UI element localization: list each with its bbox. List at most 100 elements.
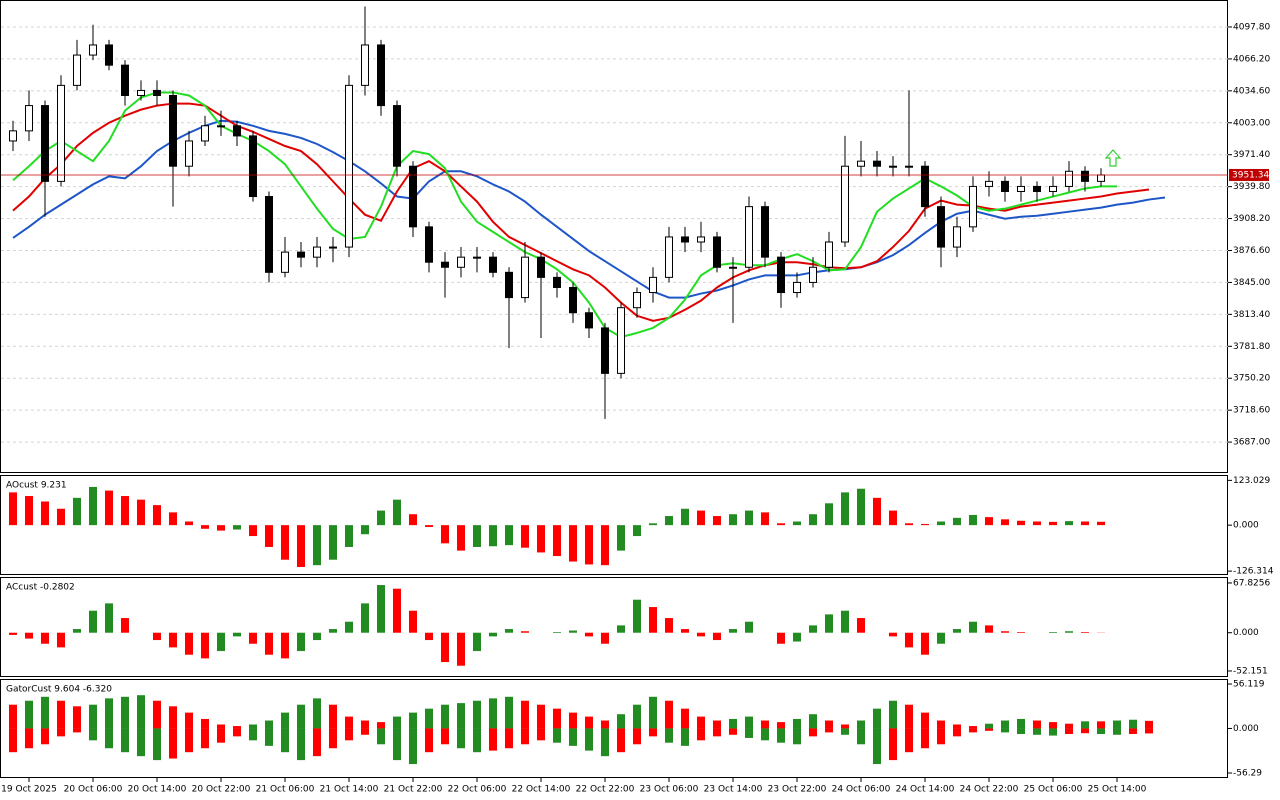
gator-bar bbox=[665, 728, 673, 743]
histogram-bar bbox=[729, 629, 737, 633]
gator-bar bbox=[505, 728, 513, 749]
gator-bar bbox=[889, 728, 897, 761]
gator-bar bbox=[569, 712, 577, 729]
histogram-bar bbox=[793, 521, 801, 526]
y-tick-label: 0.000 bbox=[1233, 724, 1259, 734]
y-tick-label: 0.000 bbox=[1233, 521, 1259, 531]
gator-bar bbox=[857, 728, 865, 745]
histogram-bar bbox=[681, 629, 689, 633]
gator-bar bbox=[361, 720, 369, 729]
y-tick-label: 3939.80 bbox=[1233, 182, 1270, 192]
histogram-bar bbox=[889, 632, 897, 637]
gator-bar bbox=[9, 728, 17, 753]
histogram-bar bbox=[25, 496, 33, 526]
gator-bar bbox=[1129, 719, 1137, 729]
main-frame bbox=[0, 0, 1228, 473]
gator-bar bbox=[729, 718, 737, 729]
histogram-bar bbox=[297, 525, 305, 567]
gator-bar bbox=[121, 696, 129, 729]
histogram-bar bbox=[985, 625, 993, 633]
gator-bar bbox=[105, 698, 113, 729]
gator-bar bbox=[729, 728, 737, 735]
y-tick-label: -52.151 bbox=[1233, 666, 1268, 676]
gator-bar bbox=[1049, 722, 1057, 729]
gator-bar bbox=[953, 728, 961, 737]
gator-bar bbox=[217, 724, 225, 729]
gator-bar bbox=[489, 728, 497, 751]
gator-bar bbox=[233, 726, 241, 729]
y-tick-label: 3813.40 bbox=[1233, 310, 1270, 320]
gator-bar bbox=[873, 728, 881, 765]
histogram-bar bbox=[745, 510, 753, 526]
gator-bar bbox=[457, 703, 465, 729]
gator-bar bbox=[713, 720, 721, 729]
histogram-bar bbox=[777, 523, 785, 526]
gator-bar bbox=[601, 720, 609, 729]
gator-bar bbox=[1113, 728, 1121, 735]
candle-body bbox=[937, 206, 945, 248]
candle-body bbox=[1065, 170, 1073, 187]
histogram-bar bbox=[169, 632, 177, 648]
gator-bar bbox=[473, 700, 481, 729]
gator-bar bbox=[1049, 728, 1057, 736]
gator-bar bbox=[905, 704, 913, 729]
gator-bar bbox=[697, 716, 705, 729]
histogram-bar bbox=[377, 510, 385, 526]
ac-frame bbox=[0, 577, 1228, 677]
gator-bar bbox=[1065, 728, 1073, 734]
histogram-bar bbox=[1017, 520, 1025, 526]
histogram-bar bbox=[521, 525, 529, 548]
gator-bar bbox=[537, 704, 545, 729]
candle-body bbox=[505, 271, 513, 299]
gator-bar bbox=[617, 728, 625, 753]
candle-body bbox=[473, 256, 481, 259]
histogram-bar bbox=[313, 525, 321, 566]
gator-bar bbox=[921, 728, 929, 749]
histogram-bar bbox=[409, 610, 417, 633]
gator-bar bbox=[809, 714, 817, 729]
histogram-bar bbox=[857, 488, 865, 526]
gator-bar bbox=[985, 728, 993, 731]
gator-bar bbox=[249, 728, 257, 741]
histogram-bar bbox=[489, 632, 497, 637]
gator-bar bbox=[313, 728, 321, 757]
histogram-bar bbox=[25, 632, 33, 639]
gator-bar bbox=[25, 728, 33, 749]
histogram-bar bbox=[825, 614, 833, 633]
x-tick-label: 21 Oct 14:00 bbox=[320, 785, 379, 795]
y-tick-label: -126.314 bbox=[1233, 567, 1274, 577]
gator-bar bbox=[969, 726, 977, 729]
candle-body bbox=[585, 312, 593, 329]
histogram-bar bbox=[393, 588, 401, 633]
gator-bar bbox=[425, 728, 433, 753]
histogram-bar bbox=[233, 632, 241, 637]
histogram-bar bbox=[649, 523, 657, 526]
x-tick-label: 23 Oct 22:00 bbox=[768, 785, 827, 795]
gator-bar bbox=[105, 728, 113, 749]
histogram-bar bbox=[953, 629, 961, 633]
gator-bar bbox=[377, 722, 385, 729]
histogram-bar bbox=[745, 621, 753, 633]
candle-body bbox=[489, 256, 497, 273]
histogram-bar bbox=[409, 514, 417, 526]
candle-body bbox=[745, 206, 753, 268]
histogram-bar bbox=[89, 486, 97, 526]
gator-bar bbox=[1017, 718, 1025, 729]
candle-body bbox=[569, 286, 577, 314]
histogram-bar bbox=[489, 525, 497, 547]
histogram-bar bbox=[377, 585, 385, 633]
gator-bar bbox=[201, 718, 209, 729]
gator-bar bbox=[153, 728, 161, 761]
gator-bar bbox=[585, 716, 593, 729]
gator-bar bbox=[233, 728, 241, 737]
gator-bar bbox=[281, 728, 289, 753]
candle-body bbox=[633, 292, 641, 309]
gator-bar bbox=[265, 728, 273, 746]
gator-bar bbox=[249, 724, 257, 729]
candle-body bbox=[57, 84, 65, 182]
histogram-bar bbox=[89, 610, 97, 633]
current-price-label: 3951.34 bbox=[1232, 170, 1269, 180]
candle-body bbox=[377, 44, 385, 107]
histogram-bar bbox=[473, 525, 481, 547]
